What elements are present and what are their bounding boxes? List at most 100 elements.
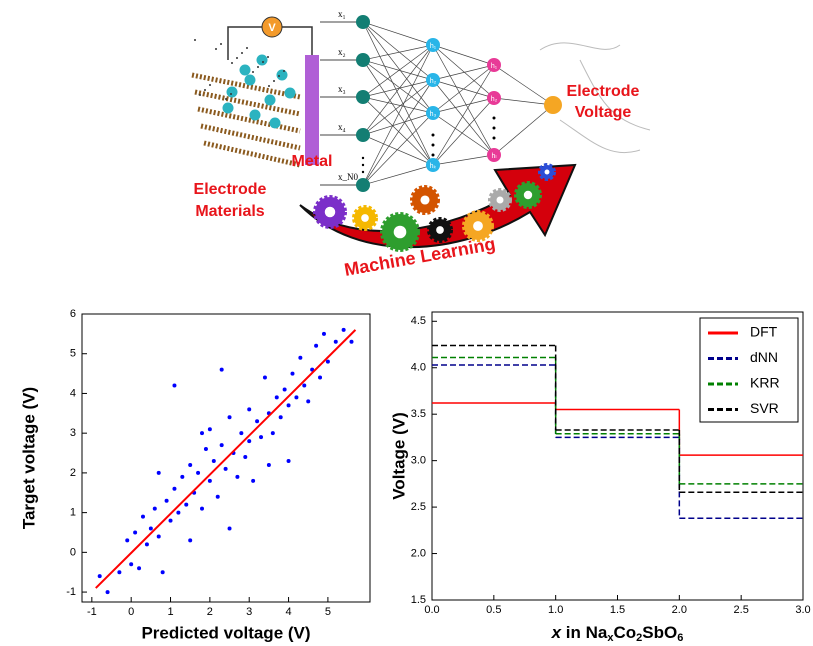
point — [176, 510, 181, 515]
y-tick-label: 5 — [70, 348, 76, 360]
hidden-label: hₖ — [430, 163, 437, 170]
input-node — [356, 178, 370, 192]
neuron-sketch — [539, 42, 651, 154]
edge — [362, 96, 434, 114]
point — [274, 395, 279, 400]
y-tick-label: 4.5 — [411, 315, 426, 327]
point — [247, 439, 252, 444]
graphene-layer — [197, 106, 301, 134]
point — [286, 403, 291, 408]
dot — [241, 52, 243, 54]
point — [211, 458, 216, 463]
point — [137, 566, 142, 571]
legend-label: dNN — [750, 349, 778, 365]
point — [219, 443, 224, 448]
plot-frame — [81, 313, 371, 603]
edge — [362, 44, 434, 98]
point — [148, 526, 153, 531]
x-axis-title: x in NaxCo2SbO6 — [551, 623, 684, 643]
point — [290, 371, 295, 376]
point — [184, 502, 189, 507]
ion — [276, 69, 288, 81]
edge — [362, 112, 434, 186]
ml-arrow — [299, 163, 577, 249]
point — [314, 343, 319, 348]
dot — [199, 94, 201, 96]
hidden-label: h₃ — [430, 111, 437, 118]
dot — [257, 66, 259, 68]
graphene-layer — [200, 123, 301, 151]
edge — [362, 44, 434, 136]
x-tick-label: 1 — [167, 606, 173, 618]
x-tick-label: 3 — [246, 606, 252, 618]
x-axis-title-part: x — [551, 623, 563, 642]
input-node — [356, 15, 370, 29]
y-tick-label: 4.0 — [411, 362, 426, 374]
y-tick-label: 2 — [70, 467, 76, 479]
y-tick-label: 0 — [70, 546, 76, 558]
gear-hole — [544, 169, 550, 175]
edge — [362, 79, 434, 136]
point — [172, 383, 177, 388]
point — [247, 407, 252, 412]
edge — [493, 104, 554, 156]
edge — [362, 21, 434, 166]
edge — [432, 44, 495, 99]
dot — [209, 84, 211, 86]
x-tick-label: 0.5 — [486, 604, 501, 616]
dot — [231, 62, 233, 64]
edge — [432, 64, 495, 81]
point — [180, 474, 185, 479]
ion — [264, 94, 276, 106]
x-tick-label: 0.0 — [424, 604, 439, 616]
edge — [493, 97, 554, 106]
hidden-label: h₁ — [430, 43, 437, 50]
point — [140, 514, 145, 519]
ellipsis — [431, 143, 435, 147]
point — [156, 534, 161, 539]
edge — [432, 44, 495, 66]
edge — [362, 79, 434, 186]
point — [270, 431, 275, 436]
point — [239, 431, 244, 436]
x-axis-title-part: Co — [614, 623, 637, 642]
output-label: Voltage — [575, 104, 632, 121]
point — [156, 470, 161, 475]
x-axis-title-part: x — [607, 632, 614, 644]
ellipsis — [492, 136, 496, 140]
input-node — [356, 90, 370, 104]
point — [144, 542, 149, 547]
point — [262, 375, 267, 380]
point — [259, 435, 264, 440]
x-tick-label: 2 — [207, 606, 213, 618]
point — [266, 462, 271, 467]
ellipsis — [492, 116, 496, 120]
x-axis-title-part: 6 — [677, 632, 683, 644]
y-tick-label: 3.0 — [411, 455, 426, 467]
gear-hole — [361, 214, 369, 222]
x-tick-label: 0 — [128, 606, 134, 618]
edge — [362, 21, 434, 46]
point — [125, 538, 130, 543]
point — [235, 474, 240, 479]
edge — [362, 164, 434, 186]
x-axis-title: Predicted voltage (V) — [141, 623, 310, 642]
hidden-label: h₁ — [491, 63, 498, 70]
y-tick-label: 2.5 — [411, 501, 426, 513]
point — [227, 526, 232, 531]
point — [223, 466, 228, 471]
ion — [249, 109, 261, 121]
edge — [362, 21, 434, 81]
edge — [362, 59, 434, 166]
dot — [278, 75, 280, 77]
hidden-node — [426, 38, 440, 52]
hidden-node — [426, 106, 440, 120]
gear-hole — [420, 195, 430, 205]
graphene-layer — [194, 89, 301, 117]
x-tick-label: 2.5 — [734, 604, 749, 616]
x-tick-label: 2.0 — [672, 604, 687, 616]
legend-label: SVR — [750, 400, 779, 416]
point — [117, 570, 122, 575]
point — [172, 486, 177, 491]
